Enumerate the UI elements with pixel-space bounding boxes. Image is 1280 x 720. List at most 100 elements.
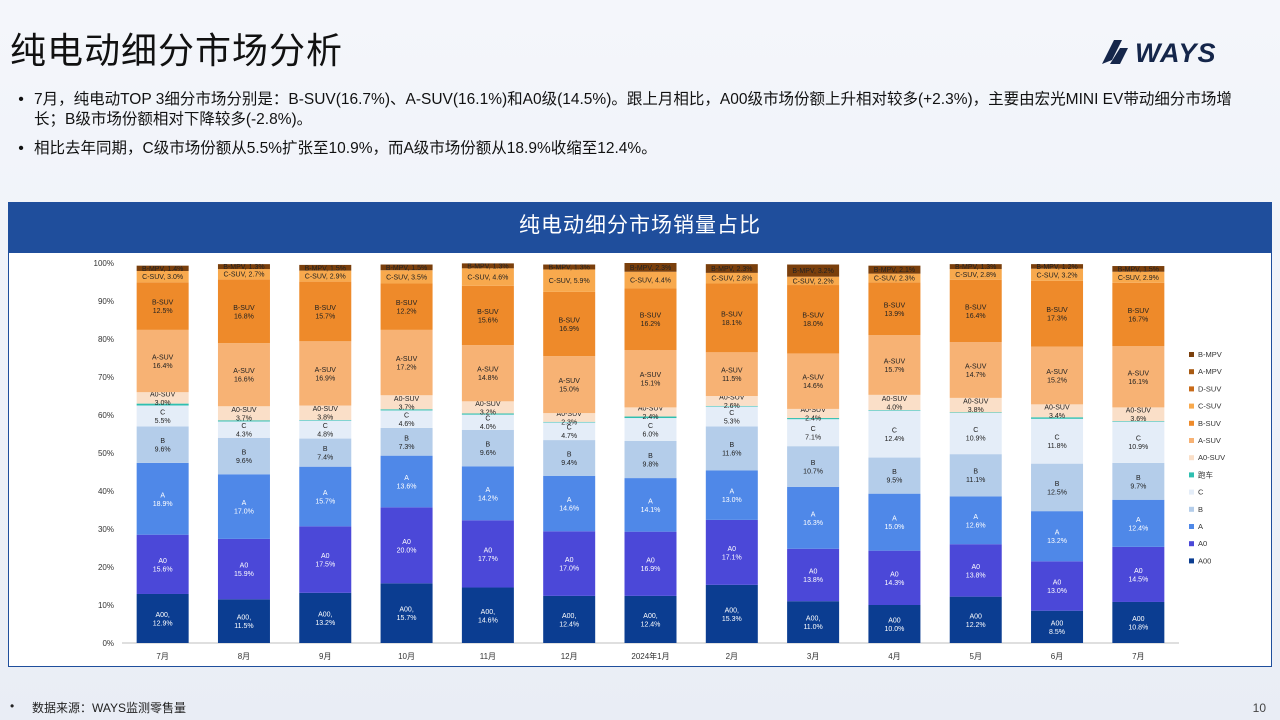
- x-tick-label: 2月: [726, 652, 738, 661]
- bar-segment: [299, 526, 352, 593]
- data-label: A-SUV 16.9%: [315, 367, 337, 383]
- bar-segment: [949, 544, 1002, 597]
- data-label: B-SUV 15.6%: [477, 309, 499, 325]
- bar-segment: [1112, 421, 1165, 422]
- y-tick-label: 50%: [98, 449, 114, 458]
- bar-segment: [543, 422, 596, 441]
- bar-segment: [1031, 511, 1084, 562]
- footer-source: 数据来源：WAYS监测零售量: [32, 701, 187, 715]
- bar-segment: [1112, 462, 1165, 500]
- bar-segment: [949, 397, 1002, 413]
- bar-segment: [624, 263, 677, 272]
- bar-segment: [380, 507, 433, 584]
- bar-segment: [624, 407, 677, 417]
- bar-segment: [299, 270, 352, 282]
- bar-segment: [705, 426, 758, 471]
- legend-swatch: [1189, 369, 1194, 375]
- data-label: A0-SUV 3.7%: [394, 396, 420, 412]
- data-label: B-SUV 16.8%: [233, 305, 255, 321]
- data-label: C 4.0%: [480, 416, 496, 432]
- legend-swatch: [1189, 558, 1194, 564]
- bar-segment: [543, 264, 596, 270]
- data-label: A0-SUV 2.6%: [719, 394, 745, 410]
- data-label: A 16.3%: [803, 511, 823, 527]
- bar-segment: [136, 282, 189, 330]
- data-label: A-SUV 17.2%: [396, 356, 418, 372]
- bar-segment: [1031, 268, 1084, 281]
- data-label: C-SUV, 2.8%: [955, 272, 996, 279]
- data-label: B-SUV 18.1%: [721, 311, 743, 327]
- data-label: B-MPV, 2.3%: [630, 265, 671, 272]
- bar-segment: [299, 281, 352, 342]
- data-label: C 5.5%: [155, 409, 171, 425]
- data-label: C 6.0%: [643, 423, 659, 439]
- bar-segment: [705, 405, 758, 407]
- bar-segment: [461, 520, 514, 588]
- bar-segment: [380, 409, 433, 411]
- bar-segment: [1031, 264, 1084, 269]
- legend-label: B: [1198, 505, 1203, 514]
- bar-segment: [949, 496, 1002, 545]
- data-label: A00, 13.2%: [315, 611, 335, 627]
- data-label: C-SUV, 3.5%: [386, 274, 427, 281]
- y-tick-label: 70%: [98, 373, 114, 382]
- data-label: C-SUV, 2.9%: [305, 274, 346, 281]
- bar-segment: [705, 519, 758, 585]
- data-label: A00 10.0%: [884, 618, 904, 634]
- legend-swatch: [1189, 506, 1194, 512]
- bullet-list: • 7月，纯电动TOP 3细分市场分别是：B-SUV(16.7%)、A-SUV(…: [8, 90, 1248, 168]
- data-label: A0-SUV 3.6%: [1126, 408, 1152, 424]
- bar-segment: [624, 531, 677, 596]
- bar-segment: [868, 550, 921, 605]
- bar-segment: [461, 587, 514, 643]
- bar-segment: [868, 410, 921, 458]
- data-label: B-MPV, 1.5%: [305, 265, 346, 272]
- data-label: B 9.6%: [480, 442, 496, 458]
- bar-segment: [1031, 418, 1084, 464]
- data-label: B 7.3%: [399, 435, 415, 451]
- bar-segment: [217, 421, 270, 438]
- bar-segment: [299, 405, 352, 420]
- bar-segment: [787, 419, 840, 447]
- bar-segment: [543, 421, 596, 423]
- bar-segment: [705, 352, 758, 396]
- legend-swatch: [1189, 489, 1194, 495]
- data-label: A0 14.5%: [1128, 568, 1148, 584]
- bar-segment: [217, 538, 270, 600]
- data-label: A0-SUV 3.2%: [475, 401, 501, 417]
- legend-label: C: [1198, 488, 1204, 497]
- data-label: B 9.7%: [1130, 475, 1146, 491]
- bar-segment: [949, 412, 1002, 455]
- legend-swatch: [1189, 524, 1194, 529]
- legend-label: 跑车: [1198, 469, 1214, 479]
- bar-segment: [1031, 404, 1084, 418]
- data-label: A0 17.0%: [559, 557, 579, 573]
- chart-panel: 纯电动细分市场销量占比 0% 10% 20% 30% 40% 50% 60% 70% 80% 90…: [8, 202, 1272, 667]
- data-label: A00 8.5%: [1049, 620, 1065, 636]
- bar-segment: [624, 595, 677, 643]
- bar-segment: [380, 410, 433, 428]
- legend-label: A-SUV: [1198, 436, 1221, 445]
- data-label: B-SUV 18.0%: [802, 313, 824, 329]
- bar-segment: [217, 599, 270, 643]
- bar-segment: [868, 605, 921, 643]
- data-label: C-SUV, 4.4%: [630, 278, 671, 285]
- data-label: A0 13.0%: [1047, 580, 1067, 596]
- bar-segment: [949, 342, 1002, 398]
- bullet-symbol: •: [18, 91, 24, 108]
- data-label: A0 15.6%: [153, 558, 173, 574]
- bar-segment: [949, 279, 1002, 343]
- bar-segment: [461, 414, 514, 430]
- data-label: B-MPV, 2.3%: [711, 266, 752, 273]
- data-label: A00, 12.4%: [559, 613, 579, 629]
- data-label: C 11.8%: [1047, 435, 1066, 451]
- bar-segment: [543, 595, 596, 643]
- data-label: A0 16.9%: [641, 557, 661, 573]
- x-tick-label: 12月: [561, 652, 578, 661]
- footer: • 数据来源：WAYS监测零售量: [10, 699, 186, 716]
- bar-segment: [217, 269, 270, 280]
- data-label: A00 12.2%: [966, 613, 986, 629]
- bar-segment: [136, 426, 189, 463]
- bar-segment: [1031, 417, 1084, 419]
- bar-segment: [299, 466, 352, 527]
